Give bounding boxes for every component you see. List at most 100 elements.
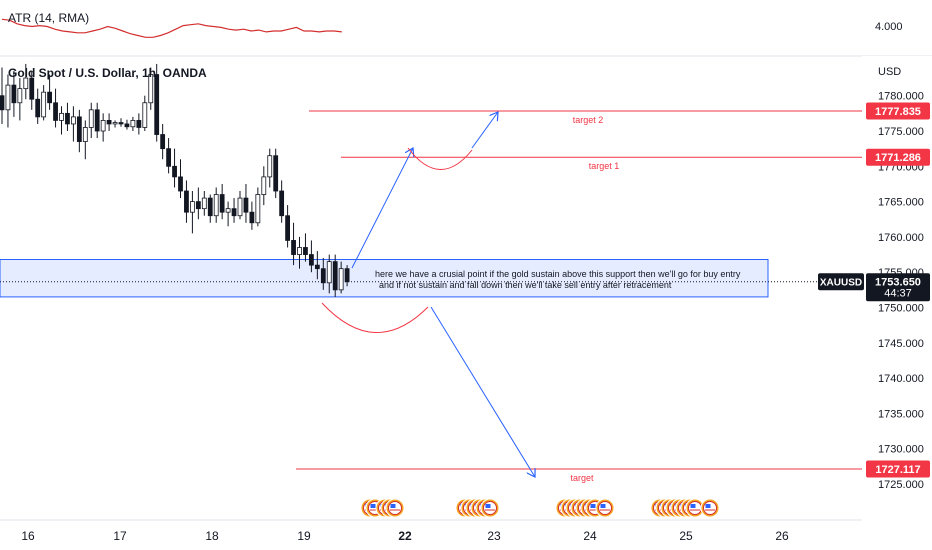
candle[interactable] [35, 88, 41, 124]
price-label-text: 1771.286 [875, 152, 921, 164]
candle[interactable] [136, 113, 142, 135]
indicator-label[interactable]: ATR (14, RMA) [8, 11, 90, 25]
candle[interactable] [219, 183, 225, 220]
candle[interactable] [237, 191, 243, 220]
candle[interactable] [11, 70, 17, 117]
candle[interactable] [118, 118, 124, 127]
candle[interactable] [166, 138, 172, 174]
y-tick-label: 1725.000 [878, 479, 924, 491]
candle[interactable] [160, 123, 166, 160]
candle[interactable] [195, 187, 201, 220]
candle[interactable] [207, 194, 213, 223]
candle[interactable] [261, 166, 267, 206]
candle[interactable] [243, 183, 249, 223]
candle[interactable] [189, 191, 195, 234]
candle[interactable] [225, 201, 231, 227]
candle[interactable] [338, 261, 344, 294]
candle[interactable] [231, 198, 237, 223]
x-tick-label: 23 [487, 529, 501, 543]
candle[interactable] [41, 85, 47, 121]
candle[interactable] [184, 180, 189, 223]
candle[interactable] [88, 102, 94, 139]
atr-scale-value: 4.000 [875, 21, 903, 33]
y-tick-label: 1735.000 [878, 408, 924, 420]
candle[interactable] [201, 191, 207, 216]
candle[interactable] [267, 148, 273, 188]
x-tick-label: 18 [205, 529, 219, 543]
us-flag-event-icon[interactable] [585, 498, 605, 518]
candle[interactable] [249, 201, 255, 230]
candle[interactable] [130, 116, 136, 131]
price-label-box [866, 460, 930, 478]
y-tick-label: 1745.000 [878, 338, 924, 350]
candle[interactable] [172, 148, 177, 188]
candle[interactable] [291, 222, 296, 266]
y-tick-label: 1730.000 [878, 444, 924, 456]
candle[interactable] [308, 240, 314, 273]
x-tick-label: 26 [775, 529, 789, 543]
candle[interactable] [17, 78, 23, 121]
candle[interactable] [344, 265, 350, 287]
us-flag-event-icon[interactable] [700, 498, 720, 518]
candle[interactable] [106, 113, 112, 131]
currency-label: USD [878, 66, 902, 78]
candle[interactable] [59, 106, 64, 135]
us-flag-event-icon[interactable] [480, 498, 500, 518]
target-level-label: target [570, 473, 594, 483]
retracement-curve-up[interactable] [407, 147, 473, 170]
price-label-text: 1777.835 [875, 106, 921, 118]
candle[interactable] [100, 113, 106, 142]
support-zone[interactable] [0, 258, 769, 298]
candle[interactable] [273, 148, 279, 199]
candle[interactable] [314, 251, 320, 280]
candle[interactable] [94, 102, 100, 139]
candle[interactable] [303, 233, 308, 262]
candle[interactable] [47, 74, 52, 110]
candle[interactable] [124, 119, 130, 130]
candle[interactable] [154, 63, 160, 142]
buy-arrow-up[interactable] [351, 148, 413, 269]
candle[interactable] [332, 254, 338, 297]
candle[interactable] [213, 187, 219, 223]
candle[interactable] [255, 187, 261, 227]
candle[interactable] [29, 70, 35, 110]
candle[interactable] [112, 120, 118, 128]
y-tick-label: 1740.000 [878, 373, 924, 385]
price-label-box [866, 148, 930, 166]
candle[interactable] [82, 120, 88, 160]
candle[interactable] [71, 106, 76, 142]
us-flag-event-icon[interactable] [595, 498, 615, 518]
candle[interactable] [65, 102, 70, 131]
candle[interactable] [0, 67, 5, 124]
candle[interactable] [320, 258, 326, 290]
candle[interactable] [142, 95, 148, 131]
price-label-box [866, 102, 930, 120]
candle[interactable] [5, 74, 11, 128]
annotation-line-1[interactable]: here we have a crusial point if the gold… [375, 269, 741, 279]
time-axis[interactable]: 16 17 18 19 22 23 24 25 26 [0, 519, 862, 543]
x-tick-label: 17 [113, 529, 127, 543]
retracement-curve-down[interactable] [321, 302, 429, 333]
target-level-label: target 2 [573, 115, 604, 125]
x-tick-label: 24 [583, 529, 597, 543]
symbol-title[interactable]: Gold Spot / U.S. Dollar, 1h, OANDA [8, 66, 207, 80]
candle[interactable] [279, 180, 285, 223]
candle[interactable] [23, 63, 29, 100]
annotation-line-2[interactable]: and if not sustain and fall down then we… [379, 280, 672, 290]
sell-arrow-down[interactable] [430, 306, 535, 477]
candle[interactable] [178, 159, 183, 199]
candle[interactable] [53, 88, 58, 128]
candle[interactable] [285, 205, 291, 248]
candle[interactable] [76, 109, 82, 153]
candle[interactable] [297, 236, 302, 269]
us-flag-event-icon[interactable] [385, 498, 405, 518]
symbol-tag-text: XAUUSD [820, 278, 862, 289]
target-level-label: target 1 [589, 161, 620, 171]
candle[interactable] [148, 67, 154, 110]
x-tick-label: 22 [398, 529, 412, 543]
y-tick-label: 1765.000 [878, 197, 924, 209]
buy-arrow-target2[interactable] [471, 112, 498, 149]
candle[interactable] [326, 254, 332, 294]
